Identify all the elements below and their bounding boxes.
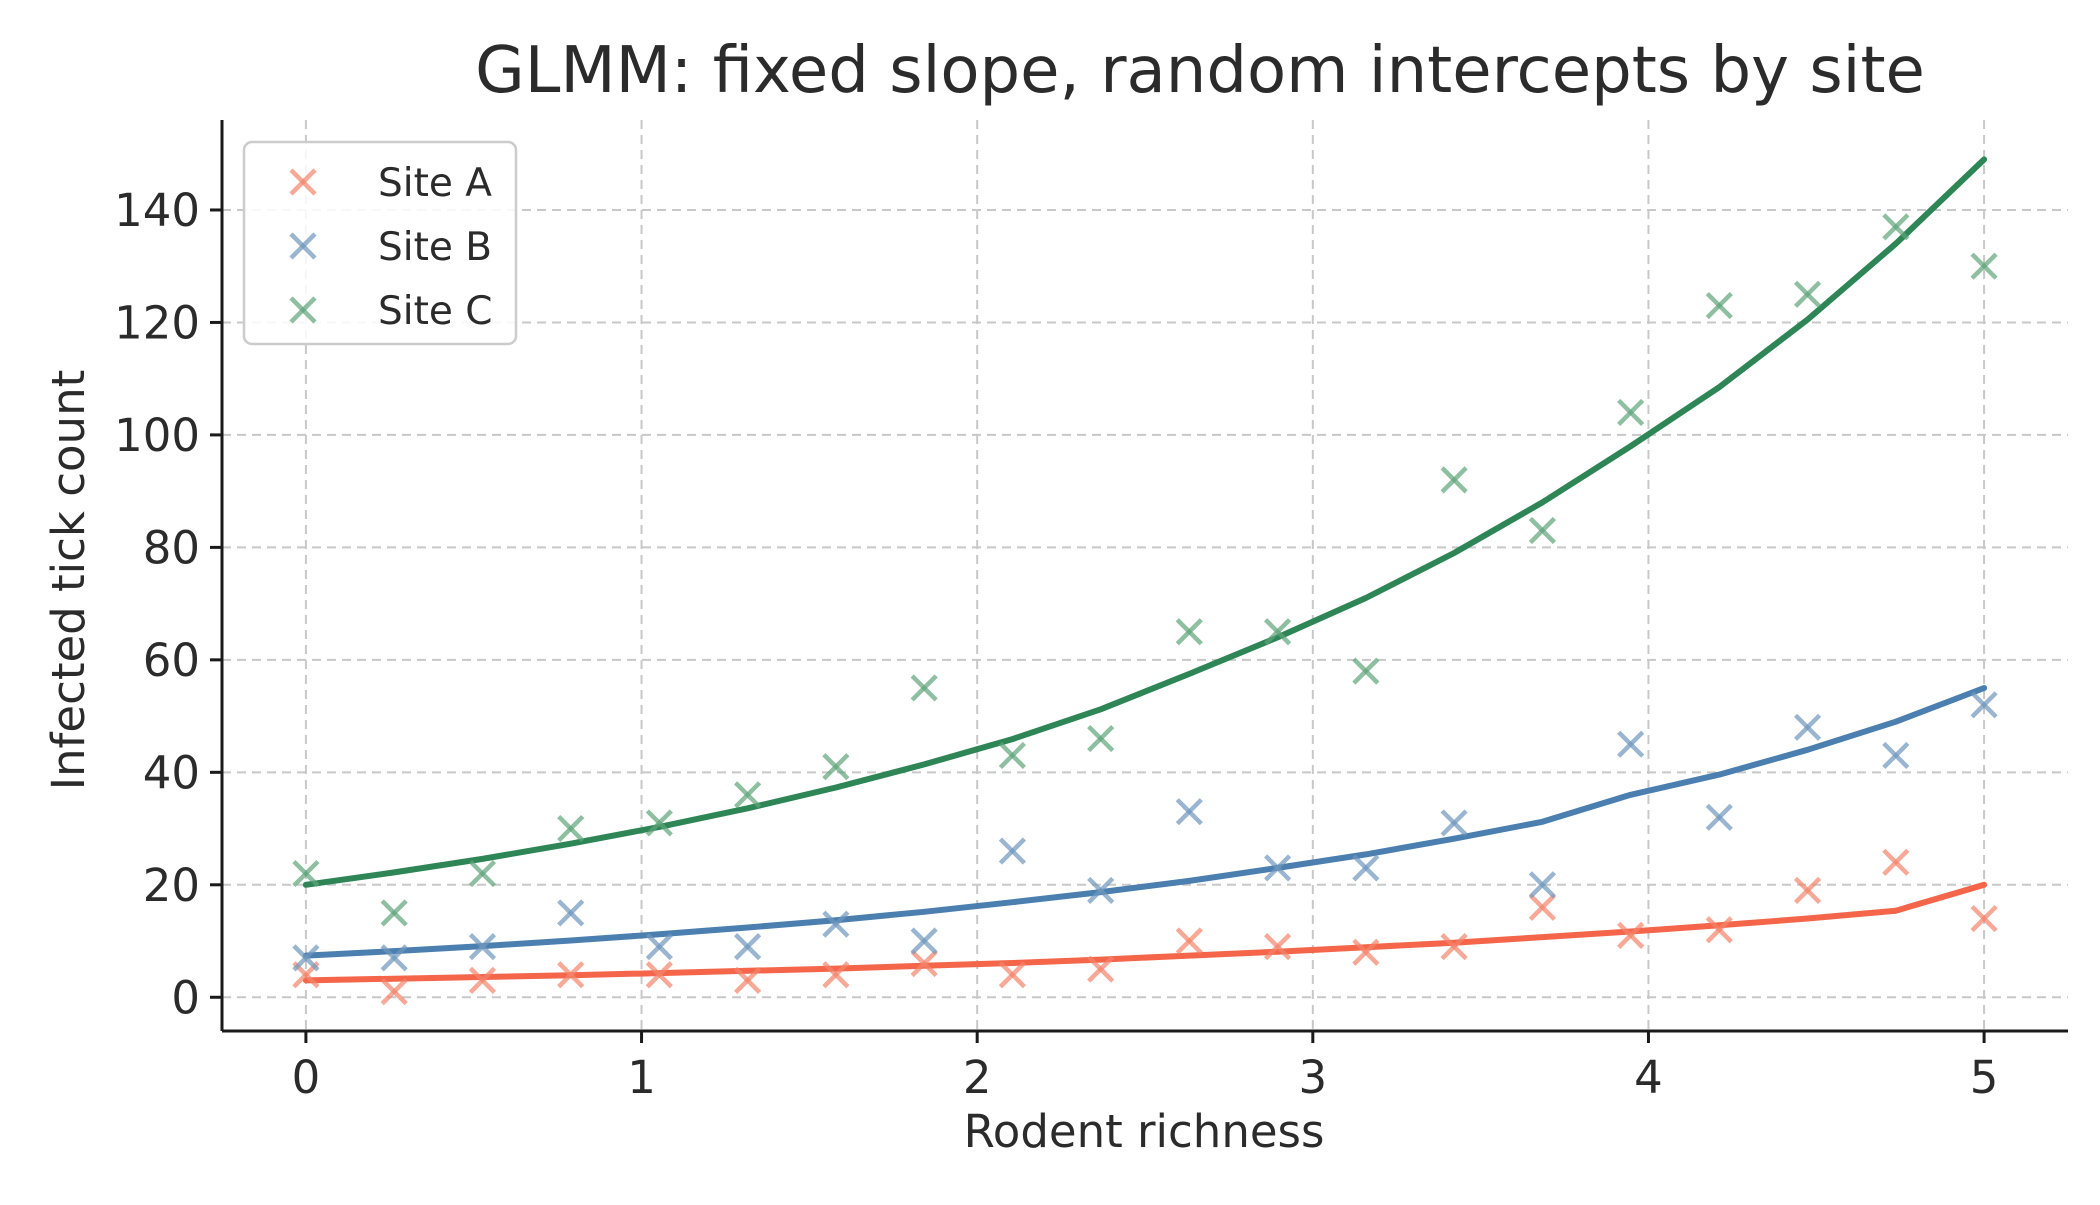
legend-label: Site A xyxy=(378,161,492,206)
y-tick-label: 0 xyxy=(171,971,200,1024)
y-tick-label: 100 xyxy=(114,409,200,462)
data-point xyxy=(292,859,320,888)
data-point xyxy=(998,961,1027,989)
data-point xyxy=(1087,955,1115,983)
data-point xyxy=(1175,798,1203,826)
data-point xyxy=(998,741,1027,770)
data-point xyxy=(1087,876,1115,905)
data-point xyxy=(468,966,497,994)
data-point xyxy=(1970,691,1998,719)
data-point xyxy=(1793,280,1822,308)
data-point xyxy=(1617,730,1645,758)
data-point xyxy=(1528,516,1556,545)
data-point xyxy=(1528,871,1556,899)
data-point xyxy=(822,961,850,989)
chart-title: GLMM: fixed slope, random intercepts by … xyxy=(475,34,1925,108)
data-point xyxy=(1705,291,1733,320)
legend-marker-icon xyxy=(289,168,317,196)
data-point xyxy=(910,674,938,702)
data-point xyxy=(1617,921,1645,949)
data-point xyxy=(734,966,762,994)
x-tick-label: 1 xyxy=(627,1051,656,1104)
data-point xyxy=(1705,916,1733,944)
ticks: 0 1 2 3 4 5 0 20 40 60 80 100 120 140 xyxy=(114,184,1998,1104)
fit-lines xyxy=(302,156,1988,984)
data-point xyxy=(822,910,850,938)
data-point xyxy=(468,933,497,961)
y-tick-label: 140 xyxy=(114,184,200,237)
x-tick-label: 2 xyxy=(963,1051,992,1104)
data-point xyxy=(557,899,585,927)
data-point xyxy=(734,933,762,961)
data-point xyxy=(1793,876,1822,905)
legend-item: Site C xyxy=(289,289,493,334)
data-point xyxy=(380,899,408,927)
fit-line-series-0 xyxy=(302,881,1988,984)
data-point xyxy=(1440,809,1468,837)
data-point xyxy=(1175,927,1203,955)
x-tick-label: 0 xyxy=(292,1051,321,1104)
data-point xyxy=(1352,657,1380,685)
y-tick-label: 120 xyxy=(114,296,200,349)
data-point xyxy=(557,814,585,843)
data-point xyxy=(1440,933,1468,961)
legend-label: Site C xyxy=(378,289,493,334)
data-point xyxy=(1263,854,1292,882)
legend-marker-icon xyxy=(289,232,317,260)
x-tick-label: 3 xyxy=(1298,1051,1327,1104)
data-point xyxy=(1882,213,1910,241)
data-point xyxy=(1087,724,1115,753)
legend-marker-icon xyxy=(289,296,317,324)
data-point xyxy=(1175,618,1203,646)
data-point xyxy=(1528,893,1556,921)
legend: Site A Site B Site C xyxy=(242,140,518,346)
data-point xyxy=(1970,252,1998,280)
data-point xyxy=(645,933,673,961)
y-tick-label: 80 xyxy=(143,521,200,574)
data-point xyxy=(1882,741,1910,770)
data-point xyxy=(1617,398,1645,427)
data-point xyxy=(1440,466,1468,494)
data-point xyxy=(1705,803,1733,831)
data-point xyxy=(998,837,1027,865)
data-point xyxy=(380,978,408,1006)
data-point xyxy=(1352,938,1380,966)
data-point xyxy=(645,961,673,989)
data-point xyxy=(380,944,408,972)
data-point xyxy=(734,781,762,809)
fit-line-series-1 xyxy=(302,685,1988,959)
data-point xyxy=(1352,854,1380,882)
x-tick-label: 5 xyxy=(1970,1051,1999,1104)
legend-item: Site B xyxy=(289,225,492,270)
y-tick-label: 60 xyxy=(143,634,200,687)
data-point xyxy=(468,859,497,888)
data-point xyxy=(557,961,585,989)
data-point xyxy=(1263,933,1292,961)
axes xyxy=(220,120,2068,1033)
data-point xyxy=(822,753,850,781)
data-point xyxy=(292,944,320,972)
data-point xyxy=(645,809,673,837)
data-point xyxy=(910,927,938,955)
y-tick-label: 20 xyxy=(143,859,200,912)
data-point xyxy=(910,949,938,978)
x-tick-label: 4 xyxy=(1634,1051,1663,1104)
y-axis-label: Infected tick count xyxy=(42,370,95,790)
fit-line-series-2 xyxy=(302,156,1988,888)
data-points xyxy=(292,213,1998,1006)
x-axis-label: Rodent richness xyxy=(964,1105,1325,1158)
data-point xyxy=(1882,848,1910,876)
legend-item: Site A xyxy=(289,161,492,206)
data-point xyxy=(1793,713,1822,741)
legend-label: Site B xyxy=(378,225,492,270)
data-point xyxy=(1970,904,1998,933)
data-point xyxy=(1263,618,1292,646)
y-tick-label: 40 xyxy=(143,746,200,799)
